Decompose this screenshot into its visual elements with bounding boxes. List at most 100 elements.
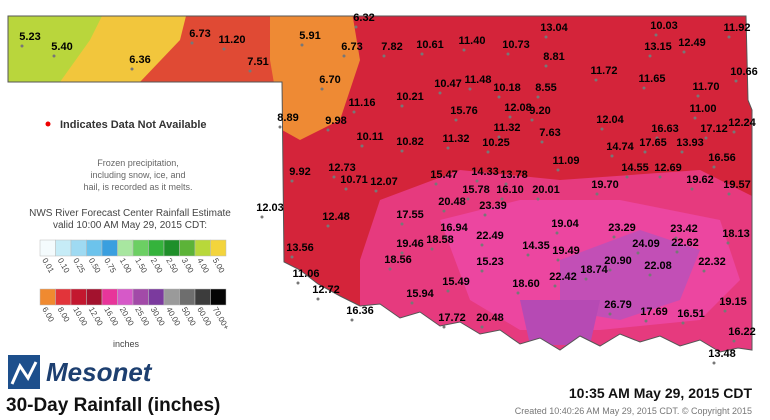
station-dot xyxy=(642,86,646,90)
station-value: 12.07 xyxy=(370,176,398,188)
station-dot xyxy=(636,251,640,255)
station-dot xyxy=(608,312,612,316)
station-dot xyxy=(704,136,708,140)
legend-label: 30.00 xyxy=(149,306,167,328)
station-value: 11.72 xyxy=(591,65,618,77)
station-value: 10.21 xyxy=(396,91,424,103)
station-dot xyxy=(655,136,659,140)
station-dot xyxy=(475,179,479,183)
legend-swatch xyxy=(210,239,227,257)
station-dot xyxy=(400,104,404,108)
station-dot xyxy=(681,321,685,325)
station-dot xyxy=(727,35,731,39)
legend-swatch xyxy=(148,288,165,306)
station-value: 17.65 xyxy=(639,137,667,149)
station-dot xyxy=(400,149,404,153)
station-value: 13.56 xyxy=(286,242,314,254)
station-dot xyxy=(536,197,540,201)
station-dot xyxy=(658,175,662,179)
station-dot xyxy=(454,118,458,122)
station-value: 17.55 xyxy=(396,209,424,221)
station-value: 12.03 xyxy=(256,202,284,214)
station-dot xyxy=(130,67,134,71)
station-dot xyxy=(712,361,716,365)
station-dot xyxy=(52,54,56,58)
station-value: 12.48 xyxy=(322,211,350,223)
station-value: 10.11 xyxy=(357,131,384,143)
station-dot xyxy=(442,209,446,213)
station-value: 20.01 xyxy=(532,184,560,196)
station-value: 12.24 xyxy=(728,117,756,129)
station-dot xyxy=(344,187,348,191)
legend-swatch xyxy=(179,239,196,257)
station-value: 7.82 xyxy=(381,41,402,53)
station-value: 10.73 xyxy=(502,39,530,51)
station-dot xyxy=(723,309,727,313)
station-value: 7.63 xyxy=(539,127,560,139)
station-labels: 5.23 5.40 6.73 6.36 11.207.51 6.32 5.91 6.73 7.8… xyxy=(19,12,758,365)
station-value: 13.93 xyxy=(676,137,704,149)
legend-swatch xyxy=(101,239,118,257)
station-value: 10.25 xyxy=(482,137,510,149)
station-dot xyxy=(374,189,378,193)
station-value: 13.15 xyxy=(644,41,672,53)
station-dot xyxy=(400,251,404,255)
station-dot xyxy=(326,128,330,132)
station-dot xyxy=(320,87,324,91)
brand: Mesonet xyxy=(46,357,153,387)
station-value: 19.57 xyxy=(723,179,751,191)
station-value: 9.20 xyxy=(529,105,550,117)
station-value: 26.79 xyxy=(604,299,632,311)
station-value: 6.73 xyxy=(341,41,362,53)
legend-label: 1.00 xyxy=(118,257,134,275)
station-dot xyxy=(556,168,560,172)
legend-label: 40.00 xyxy=(164,306,182,328)
station-value: 8.81 xyxy=(543,51,564,63)
station-value: 16.10 xyxy=(496,184,524,196)
station-dot xyxy=(612,235,616,239)
station-value: 11.65 xyxy=(639,73,666,85)
legend-label: 60.00 xyxy=(195,306,213,328)
station-value: 15.76 xyxy=(450,105,478,117)
station-value: 5.91 xyxy=(299,30,320,42)
legend-swatch xyxy=(194,239,211,257)
station-dot xyxy=(693,116,697,120)
station-value: 11.20 xyxy=(219,34,246,46)
station-dot xyxy=(316,297,320,301)
station-dot xyxy=(702,269,706,273)
legend-label: 6.00 xyxy=(40,306,56,324)
station-dot xyxy=(508,115,512,119)
station-value: 12.69 xyxy=(654,162,682,174)
station-dot xyxy=(468,87,472,91)
legend-label: 50.00 xyxy=(180,306,198,328)
station-dot xyxy=(644,319,648,323)
legend-label: 2.50 xyxy=(164,257,180,275)
station-value: 8.55 xyxy=(535,82,556,94)
station-value: 18.13 xyxy=(722,228,750,240)
station-dot xyxy=(625,175,629,179)
legend-label: 0.75 xyxy=(102,257,118,275)
station-dot xyxy=(350,318,354,322)
station-dot xyxy=(446,146,450,150)
station-value: 23.42 xyxy=(670,223,698,235)
station-value: 12.49 xyxy=(678,37,706,49)
station-value: 11.06 xyxy=(293,268,320,280)
legend-swatch xyxy=(117,288,134,306)
legend-label: 0.01 xyxy=(40,257,56,275)
station-value: 6.70 xyxy=(319,74,340,86)
station-dot xyxy=(446,289,450,293)
legend-label: 16.00 xyxy=(102,306,120,328)
frozen-note: hail, is recorded as it melts. xyxy=(83,182,192,192)
station-dot xyxy=(190,41,194,45)
station-value: 13.04 xyxy=(540,22,568,34)
station-dot xyxy=(727,192,731,196)
station-dot xyxy=(555,231,559,235)
station-value: 9.92 xyxy=(289,166,310,178)
station-value: 16.22 xyxy=(728,326,756,338)
station-value: 17.12 xyxy=(700,123,728,135)
logo xyxy=(8,355,40,389)
legend-swatch xyxy=(55,239,72,257)
timestamp: 10:35 AM May 29, 2015 CDT xyxy=(569,385,753,401)
station-dot xyxy=(438,91,442,95)
